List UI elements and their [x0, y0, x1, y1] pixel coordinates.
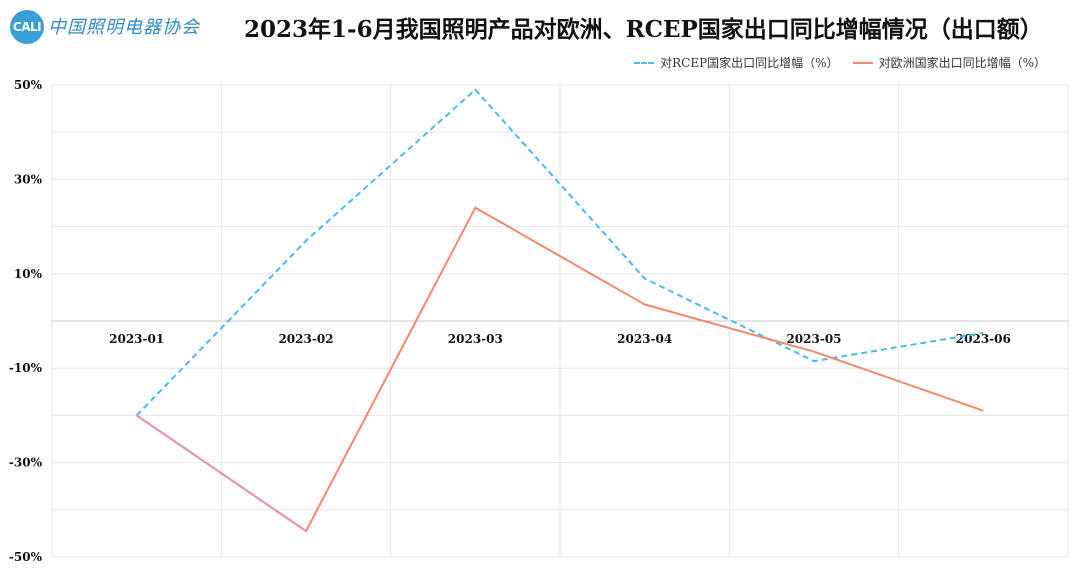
legend-item-rcep: 对RCEP国家出口同比增幅（%）	[634, 54, 839, 71]
y-tick-label: -30%	[9, 456, 43, 470]
x-tick-label: 2023-03	[448, 332, 503, 346]
legend-item-europe: 对欧洲国家出口同比增幅（%）	[852, 54, 1046, 71]
y-tick-label: -50%	[9, 550, 43, 564]
y-tick-label: 30%	[14, 172, 43, 186]
chart-legend: 对RCEP国家出口同比增幅（%） 对欧洲国家出口同比增幅（%）	[620, 54, 1046, 71]
x-tick-label: 2023-04	[617, 332, 672, 346]
header: CALI 中国照明电器协会 2023年1-6月我国照明产品对欧洲、RCEP国家出…	[0, 0, 1080, 52]
series-line-europe-segment	[136, 414, 307, 532]
x-tick-label: 2023-02	[278, 332, 333, 346]
legend-label-europe: 对欧洲国家出口同比增幅（%）	[878, 56, 1046, 70]
y-tick-label: 10%	[14, 267, 43, 281]
x-tick-label: 2023-06	[956, 332, 1011, 346]
series-line-rcep	[135, 88, 984, 417]
x-tick-label: 2023-05	[786, 332, 841, 346]
legend-swatch-rcep	[634, 61, 655, 64]
logo-text: 中国照明电器协会	[48, 17, 200, 38]
y-tick-label: 50%	[14, 78, 43, 92]
legend-label-rcep: 对RCEP国家出口同比增幅（%）	[660, 56, 839, 70]
legend-swatch-europe	[852, 61, 873, 64]
x-tick-label: 2023-01	[109, 332, 164, 346]
logo-icon: CALI	[10, 10, 44, 44]
y-tick-label: -10%	[9, 361, 43, 375]
chart-title: 2023年1-6月我国照明产品对欧洲、RCEP国家出口同比增幅情况（出口额）	[244, 16, 1043, 43]
